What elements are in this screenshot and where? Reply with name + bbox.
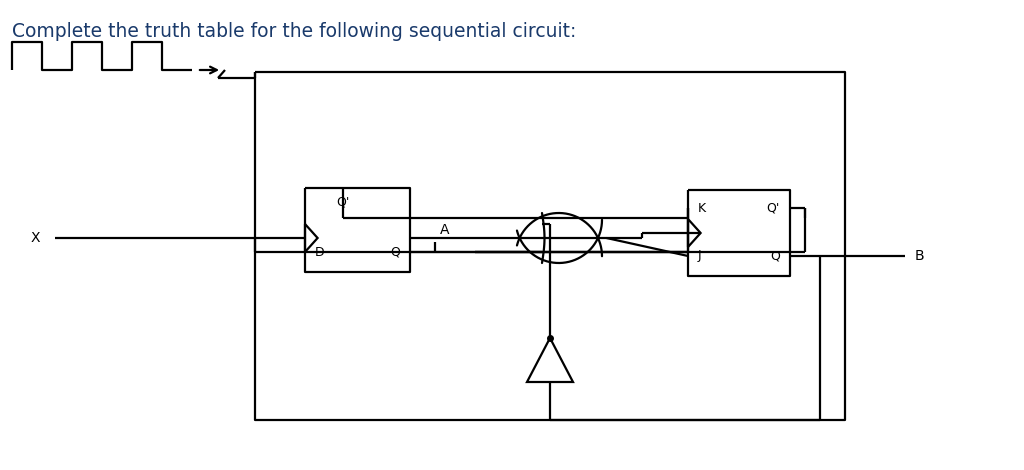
Text: Q: Q [770,250,780,263]
Text: D: D [315,245,325,258]
Text: Q: Q [390,245,400,258]
Text: X: X [31,231,40,245]
Text: K: K [698,202,707,214]
Text: B: B [915,249,925,263]
Text: Q': Q' [767,202,780,214]
Text: Q': Q' [336,196,349,209]
Text: Complete the truth table for the following sequential circuit:: Complete the truth table for the followi… [12,22,577,41]
Text: A: A [440,223,450,237]
Text: J: J [698,250,701,263]
